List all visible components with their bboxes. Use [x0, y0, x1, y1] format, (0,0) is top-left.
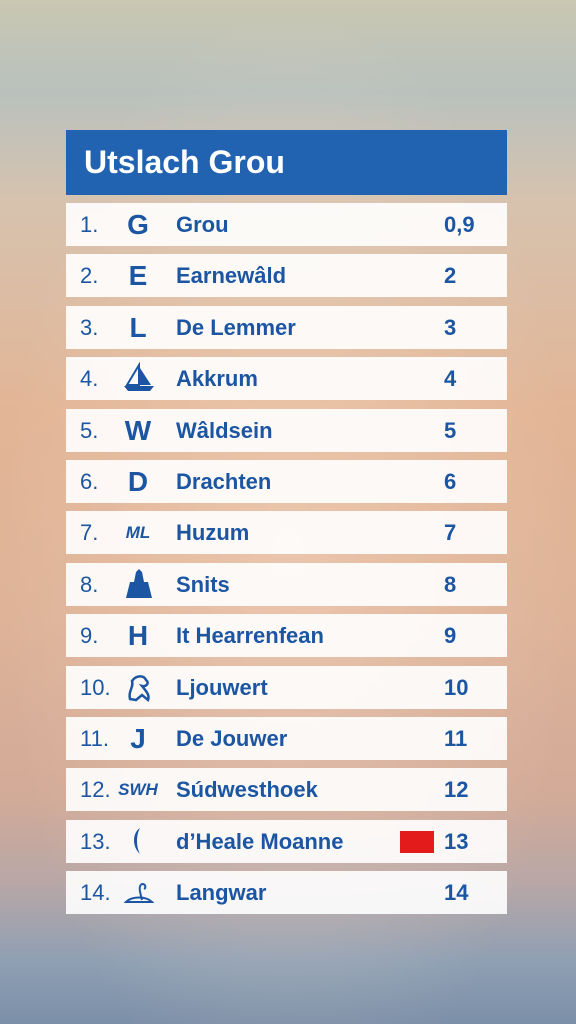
score: 2 — [444, 263, 457, 289]
team-name: Drachten — [176, 469, 272, 494]
score: 7 — [444, 520, 457, 546]
title-bar: Utslach Grou — [66, 130, 507, 195]
team-name: It Hearrenfean — [176, 623, 324, 649]
team-name: Earnewâld — [176, 263, 287, 289]
team-name: d’Heale Moanne — [176, 828, 344, 854]
team-name: Akkrum — [176, 366, 258, 392]
logo: E — [128, 260, 148, 292]
score: 3 — [444, 314, 457, 340]
team-name: Huzum — [176, 520, 250, 546]
rank: 1. — [80, 212, 99, 237]
logo: G — [127, 209, 149, 240]
score: 8 — [444, 571, 457, 597]
team-name: De Jouwer — [176, 726, 288, 751]
score: 10 — [444, 674, 469, 700]
rank: 2. — [80, 263, 99, 289]
team-name: Ljouwert — [176, 674, 268, 700]
rank: 7. — [80, 520, 99, 546]
ranking-row: 14. Langwar 14 — [66, 871, 507, 915]
score: 14 — [444, 880, 469, 906]
rank: 4. — [80, 366, 99, 392]
team-name: De Lemmer — [176, 314, 296, 340]
team-name: Grou — [176, 212, 229, 237]
score: 0,9 — [444, 212, 475, 237]
logo: W — [124, 414, 152, 446]
ranking-row: 9. H It Hearrenfean 9 — [66, 614, 507, 658]
score: 9 — [444, 623, 457, 649]
rank: 6. — [80, 469, 99, 494]
team-name: Súdwesthoek — [176, 777, 318, 803]
score: 5 — [444, 417, 457, 443]
logo: H — [127, 620, 149, 652]
team-name: Langwar — [176, 880, 267, 906]
rank: 3. — [80, 314, 99, 340]
rank: 10. — [80, 674, 111, 700]
score: 12 — [444, 777, 469, 803]
ranking-row: 4. Akkrum 4 — [66, 357, 507, 401]
ranking-row: 11. J De Jouwer 11 — [66, 717, 507, 760]
ranking-row: 13. d’Heale Moanne 13 — [66, 819, 507, 863]
ranking-row: 3. L De Lemmer 3 — [66, 305, 507, 349]
ranking-row: 8. Snits 8 — [66, 562, 507, 606]
logo: SWH — [118, 780, 158, 800]
logo: L — [129, 311, 147, 343]
score: 4 — [444, 366, 457, 392]
logo: J — [130, 723, 146, 754]
score: 6 — [444, 469, 457, 494]
score: 13 — [444, 828, 469, 854]
rank: 12. — [80, 777, 111, 803]
rank: 11. — [80, 726, 109, 751]
ranking-row: 6. D Drachten 6 — [66, 460, 507, 503]
team-name: Wâldsein — [176, 417, 273, 443]
flag-icon — [400, 830, 434, 859]
rank: 9. — [80, 623, 99, 649]
ranking-row: 2. E Earnewâld 2 — [66, 254, 507, 298]
ranking-row: 1. G Grou 0,9 — [66, 203, 507, 246]
ranking-row: 7. ML Huzum 7 — [66, 511, 507, 555]
ranking-row: 12. SWH Súdwesthoek 12 — [66, 768, 507, 812]
rank: 5. — [80, 417, 99, 443]
logo: D — [127, 466, 149, 497]
score: 11 — [444, 726, 468, 751]
rank: 8. — [80, 571, 99, 597]
rank: 14. — [80, 880, 111, 906]
ranking-row: 10. Ljouwert 10 — [66, 665, 507, 709]
rank: 13. — [80, 828, 111, 854]
team-name: Snits — [176, 571, 230, 597]
title: Utslach Grou — [84, 144, 285, 180]
logo: ML — [125, 523, 151, 543]
ranking-row: 5. W Wâldsein 5 — [66, 408, 507, 452]
